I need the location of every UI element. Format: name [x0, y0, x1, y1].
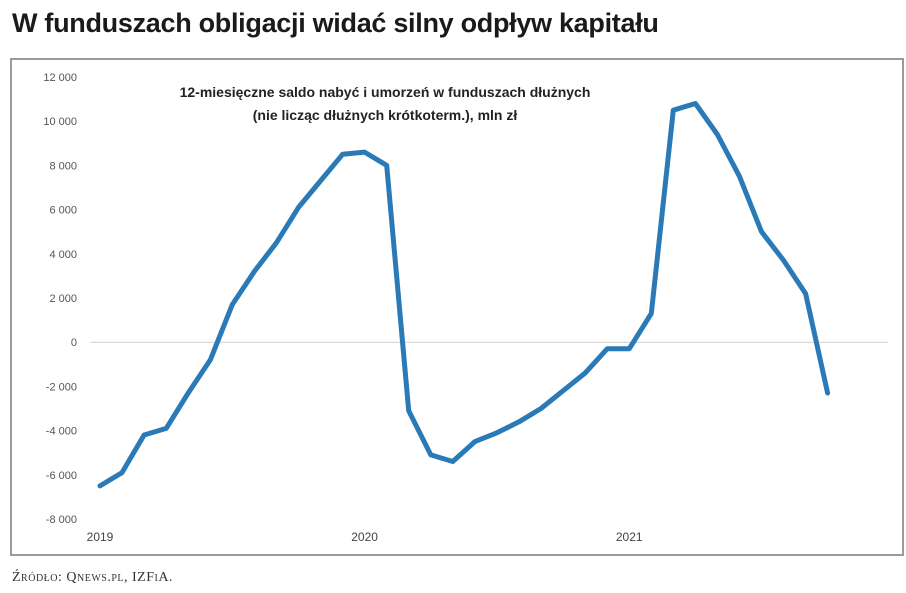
- x-tick-label: 2020: [351, 530, 378, 544]
- source-note: Źródło: Qnews.pl, IZFiA.: [12, 570, 173, 585]
- y-tick-label: 0: [71, 337, 77, 349]
- x-tick-label: 2021: [616, 530, 643, 544]
- y-tick-label: -8 000: [46, 514, 77, 526]
- series-line: [97, 101, 831, 489]
- y-tick-label: 4 000: [49, 249, 77, 261]
- chart-subtitle: (nie licząc dłużnych krótkoterm.), mln z…: [253, 107, 518, 123]
- y-tick-label: 12 000: [43, 72, 77, 84]
- x-tick-label: 2019: [87, 530, 114, 544]
- chart-title: 12-miesięczne saldo nabyć i umorzeń w fu…: [180, 84, 591, 100]
- headline: W funduszach obligacji widać silny odpły…: [12, 8, 659, 38]
- y-tick-label: -4 000: [46, 426, 77, 438]
- y-tick-label: -2 000: [46, 381, 77, 393]
- y-tick-label: 2 000: [49, 293, 77, 305]
- y-tick-label: 10 000: [43, 116, 77, 128]
- y-tick-label: -6 000: [46, 470, 77, 482]
- y-tick-label: 6 000: [49, 205, 77, 217]
- chart-frame: [10, 58, 904, 556]
- y-tick-label: 8 000: [49, 160, 77, 172]
